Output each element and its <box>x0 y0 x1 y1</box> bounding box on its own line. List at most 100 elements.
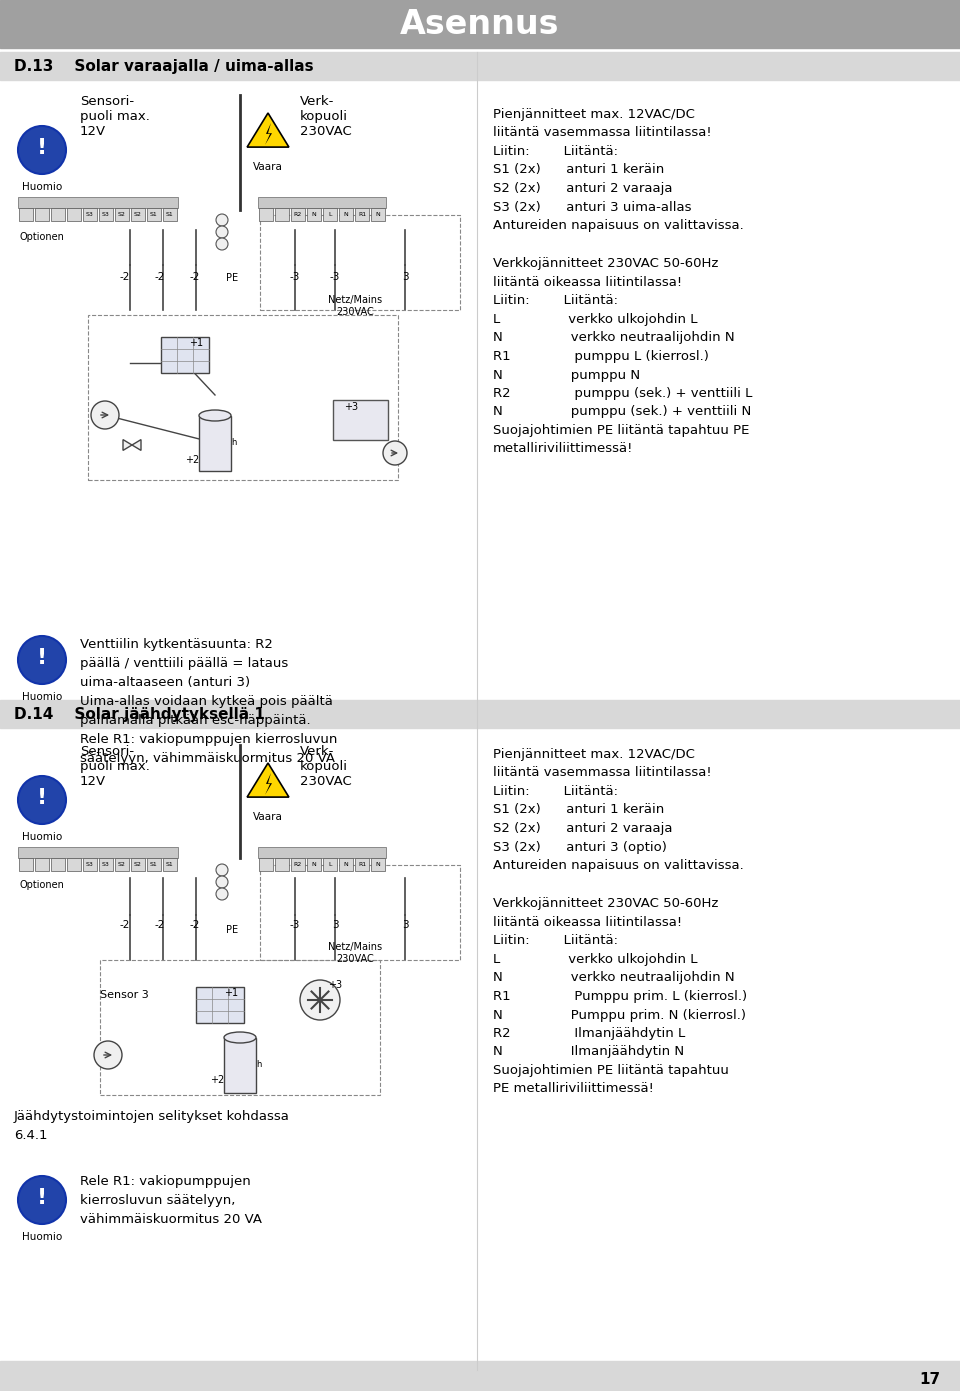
Text: päällä / venttiili päällä = lataus: päällä / venttiili päällä = lataus <box>80 657 288 670</box>
Text: N: N <box>375 862 380 867</box>
Bar <box>332 401 388 440</box>
Text: -2: -2 <box>120 273 131 282</box>
Text: Vaara: Vaara <box>253 812 283 822</box>
Text: N: N <box>344 211 348 217</box>
Bar <box>258 198 386 209</box>
Text: painamalla pitkään esc-näppäintä.: painamalla pitkään esc-näppäintä. <box>80 714 311 727</box>
Bar <box>51 209 65 221</box>
Text: Suojajohtimien PE liitäntä tapahtuu: Suojajohtimien PE liitäntä tapahtuu <box>493 1064 729 1077</box>
Text: L: L <box>328 211 332 217</box>
Text: S2: S2 <box>134 211 142 217</box>
Bar <box>275 209 289 221</box>
Bar <box>99 858 113 871</box>
Text: -2: -2 <box>190 919 201 931</box>
Bar <box>0 0 960 49</box>
Text: R1               Pumppu prim. L (kierrosl.): R1 Pumppu prim. L (kierrosl.) <box>493 990 747 1003</box>
Text: R2: R2 <box>294 862 302 867</box>
Polygon shape <box>265 122 272 145</box>
Text: liitäntä oikeassa liitintilassa!: liitäntä oikeassa liitintilassa! <box>493 275 683 289</box>
Text: Suojajohtimien PE liitäntä tapahtuu PE: Suojajohtimien PE liitäntä tapahtuu PE <box>493 424 750 437</box>
Bar <box>199 416 231 470</box>
Circle shape <box>18 776 66 823</box>
Text: D.14    Solar jäähdytyksellä 1: D.14 Solar jäähdytyksellä 1 <box>14 707 265 722</box>
Text: R2: R2 <box>294 211 302 217</box>
Circle shape <box>94 1040 122 1070</box>
Text: Antureiden napaisuus on valittavissa.: Antureiden napaisuus on valittavissa. <box>493 860 744 872</box>
Text: Huomio: Huomio <box>22 691 62 702</box>
Text: N                pumppu N: N pumppu N <box>493 369 640 381</box>
Circle shape <box>216 238 228 250</box>
Text: R2               pumppu (sek.) + venttiili L: R2 pumppu (sek.) + venttiili L <box>493 387 753 401</box>
Text: Optionen: Optionen <box>20 232 65 242</box>
Text: +2: +2 <box>185 455 200 465</box>
Bar <box>163 209 177 221</box>
Text: Liitin:        Liitäntä:: Liitin: Liitäntä: <box>493 295 618 307</box>
Bar <box>163 858 177 871</box>
Text: PE: PE <box>226 925 238 935</box>
Bar <box>131 858 145 871</box>
Bar <box>323 209 337 221</box>
Text: -2: -2 <box>155 919 165 931</box>
Text: Venttiilin kytkentäsuunta: R2: Venttiilin kytkentäsuunta: R2 <box>80 638 273 651</box>
Text: vähimmäiskuormitus 20 VA: vähimmäiskuormitus 20 VA <box>80 1213 262 1225</box>
Text: N                pumppu (sek.) + venttiili N: N pumppu (sek.) + venttiili N <box>493 406 752 419</box>
Text: R1: R1 <box>358 862 366 867</box>
Text: liitäntä vasemmassa liitintilassa!: liitäntä vasemmassa liitintilassa! <box>493 127 711 139</box>
Circle shape <box>216 214 228 225</box>
Circle shape <box>18 1175 66 1224</box>
Bar <box>275 858 289 871</box>
Text: S2: S2 <box>118 862 126 867</box>
Text: +2: +2 <box>210 1075 225 1085</box>
Text: Asennus: Asennus <box>400 7 560 40</box>
Bar <box>224 1038 256 1092</box>
Polygon shape <box>132 440 141 451</box>
Bar <box>67 209 81 221</box>
Circle shape <box>91 401 119 428</box>
Text: -2: -2 <box>155 273 165 282</box>
Text: Netz/Mains
230VAC: Netz/Mains 230VAC <box>328 295 382 317</box>
Text: D.13    Solar varaajalla / uima-allas: D.13 Solar varaajalla / uima-allas <box>14 58 314 74</box>
Text: 3: 3 <box>401 273 408 282</box>
Bar <box>260 865 460 960</box>
Text: Huomio: Huomio <box>22 1232 62 1242</box>
Bar <box>260 216 460 310</box>
Circle shape <box>300 981 340 1020</box>
Bar <box>67 858 81 871</box>
Text: Vaara: Vaara <box>253 161 283 172</box>
Text: !: ! <box>36 787 47 808</box>
Text: Huomio: Huomio <box>22 182 62 192</box>
Bar <box>83 209 97 221</box>
Text: -3: -3 <box>290 919 300 931</box>
Bar <box>0 1360 960 1391</box>
Text: Sensori-
puoli max.
12V: Sensori- puoli max. 12V <box>80 95 150 138</box>
Bar <box>323 858 337 871</box>
Text: liitäntä oikeassa liitintilassa!: liitäntä oikeassa liitintilassa! <box>493 917 683 929</box>
Text: N: N <box>344 862 348 867</box>
Text: +1: +1 <box>189 338 204 348</box>
Text: -3: -3 <box>330 273 340 282</box>
Text: 17: 17 <box>919 1372 940 1387</box>
Bar <box>307 858 321 871</box>
Text: S1: S1 <box>166 211 174 217</box>
Text: Rele R1: vakiopumppujen kierrosluvun: Rele R1: vakiopumppujen kierrosluvun <box>80 733 337 746</box>
Text: -3: -3 <box>290 273 300 282</box>
Text: 3: 3 <box>401 919 408 931</box>
Polygon shape <box>265 773 272 794</box>
Bar <box>161 337 209 373</box>
Bar <box>339 858 353 871</box>
Bar <box>88 314 398 480</box>
Text: S3 (2x)      anturi 3 uima-allas: S3 (2x) anturi 3 uima-allas <box>493 200 691 213</box>
Text: Liitin:        Liitäntä:: Liitin: Liitäntä: <box>493 935 618 947</box>
Text: S3: S3 <box>86 862 94 867</box>
Text: Verkkojännitteet 230VAC 50-60Hz: Verkkojännitteet 230VAC 50-60Hz <box>493 897 718 911</box>
Text: !: ! <box>36 648 47 668</box>
Bar <box>259 858 273 871</box>
Text: Verk-
kopuoli
230VAC: Verk- kopuoli 230VAC <box>300 746 351 787</box>
Bar <box>339 209 353 221</box>
Text: N                verkko neutraalijohdin N: N verkko neutraalijohdin N <box>493 971 734 985</box>
Text: N                Ilmanjäähdytin N: N Ilmanjäähdytin N <box>493 1046 684 1059</box>
Text: Sensor 3: Sensor 3 <box>100 990 149 1000</box>
Bar <box>35 858 49 871</box>
Text: S3: S3 <box>102 862 110 867</box>
Text: R2               Ilmanjäähdytin L: R2 Ilmanjäähdytin L <box>493 1027 685 1040</box>
